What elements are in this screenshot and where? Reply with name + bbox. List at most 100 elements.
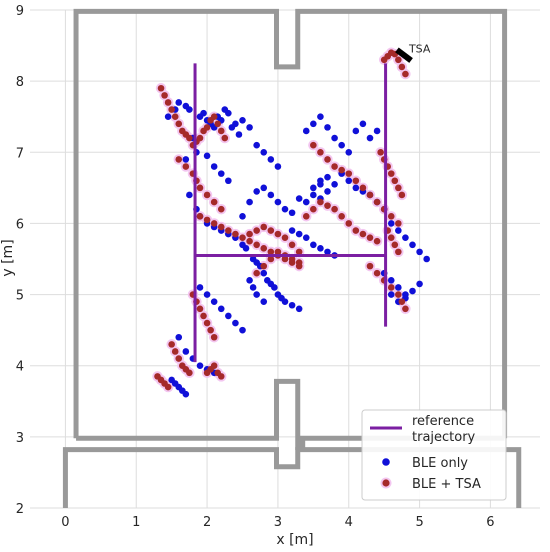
ble-tsa-point	[210, 333, 218, 341]
ble-point	[331, 134, 338, 142]
ble-point	[310, 191, 317, 199]
ble-tsa-point	[196, 213, 204, 220]
ble-point	[345, 148, 353, 156]
ble-tsa-point	[366, 262, 374, 270]
wall-0	[73, 8, 508, 439]
ble-point	[246, 277, 253, 284]
ble-tsa-point	[288, 255, 296, 263]
ble-point	[271, 284, 278, 291]
ble-point	[186, 191, 193, 199]
legend-tsa-marker	[382, 479, 390, 487]
y-tick-8: 8	[16, 75, 24, 90]
ble-point	[225, 312, 232, 320]
ble-tsa-point	[221, 134, 229, 142]
ble-tsa-point	[164, 99, 172, 106]
ble-tsa-point	[196, 134, 204, 142]
ble-tsa-point	[217, 205, 225, 213]
ble-point	[182, 348, 190, 355]
ble-tsa-point	[310, 205, 317, 213]
ble-tsa-point	[387, 234, 395, 241]
legend-reference-label-line1: reference	[412, 414, 474, 429]
ble-point	[317, 181, 324, 188]
ble-tsa-point	[260, 262, 268, 270]
tsa-annotation: TSA	[408, 43, 431, 56]
ble-point	[416, 248, 423, 256]
ble-tsa-point	[295, 248, 303, 256]
x-tick-2: 2	[203, 515, 211, 530]
ble-tsa-point	[161, 92, 168, 99]
ble-point	[295, 305, 303, 313]
ble-point	[196, 362, 204, 370]
ble-point	[395, 227, 402, 234]
ble-tsa-point	[352, 177, 360, 185]
y-tick-4: 4	[16, 360, 24, 375]
ble-tsa-point	[377, 148, 384, 156]
ble-tsa-point	[402, 70, 409, 78]
ble-point	[324, 124, 331, 131]
ble-tsa-point	[267, 255, 275, 263]
ble-point	[200, 109, 207, 117]
ble-point	[225, 109, 232, 117]
ble-tsa-point	[295, 259, 303, 266]
ble-tsa-point	[398, 63, 406, 71]
ble-point	[232, 120, 239, 128]
ble-point	[409, 241, 416, 249]
ble-point	[225, 177, 232, 185]
ble-tsa-point	[391, 241, 399, 249]
ble-point	[164, 113, 172, 121]
ble-point	[175, 99, 183, 106]
y-tick-9: 9	[16, 4, 24, 19]
ble-tsa-point	[395, 220, 402, 227]
ble-tsa-point	[203, 124, 211, 131]
ble-tsa-point	[200, 312, 207, 320]
ble-point	[281, 205, 289, 213]
ble-point	[302, 234, 310, 241]
ble-point	[373, 127, 381, 135]
ble-point	[210, 298, 218, 305]
ble-point	[239, 326, 246, 334]
ble-point	[242, 245, 250, 252]
ble-point	[253, 291, 260, 298]
ble-tsa-point	[168, 341, 175, 348]
y-tick-3: 3	[16, 431, 24, 446]
ble-tsa-point	[232, 230, 239, 238]
ble-tsa-point	[373, 269, 381, 277]
ble-point	[253, 141, 260, 149]
ble-point	[239, 213, 246, 220]
ble-point	[182, 156, 190, 163]
ble-point	[182, 390, 190, 398]
ble-tsa-point	[387, 284, 395, 291]
ble-point	[267, 156, 275, 163]
ble-point	[210, 163, 218, 170]
ble-tsa-point	[373, 198, 381, 206]
x-tick-0: 0	[61, 515, 69, 530]
ble-point	[317, 245, 324, 252]
ble-tsa-point	[225, 227, 232, 234]
y-tick-2: 2	[16, 502, 24, 517]
ble-point	[253, 188, 260, 195]
legend-ble-marker	[382, 458, 390, 466]
ble-point	[402, 234, 409, 241]
ble-point	[246, 198, 253, 206]
ble-tsa-point	[210, 362, 218, 370]
y-axis-label: y [m]	[0, 239, 16, 276]
ble-tsa-point	[395, 291, 402, 298]
ble-point	[302, 127, 310, 135]
ble-tsa-point	[260, 245, 268, 252]
ble-tsa-point	[175, 120, 183, 128]
ble-point	[288, 209, 296, 217]
ble-point	[249, 284, 257, 291]
ble-point	[317, 113, 324, 121]
ble-tsa-point	[171, 348, 179, 355]
ble-point	[345, 177, 353, 185]
ble-point	[281, 298, 289, 305]
ble-point	[387, 220, 395, 227]
ble-tsa-point	[324, 156, 331, 163]
ble-tsa-point	[281, 234, 289, 241]
ble-tsa-point	[352, 227, 360, 234]
ble-point	[260, 298, 268, 305]
ble-tsa-point	[345, 170, 353, 177]
x-tick-6: 6	[486, 515, 494, 530]
ble-tsa-point	[391, 177, 399, 185]
ble-point	[387, 277, 395, 284]
